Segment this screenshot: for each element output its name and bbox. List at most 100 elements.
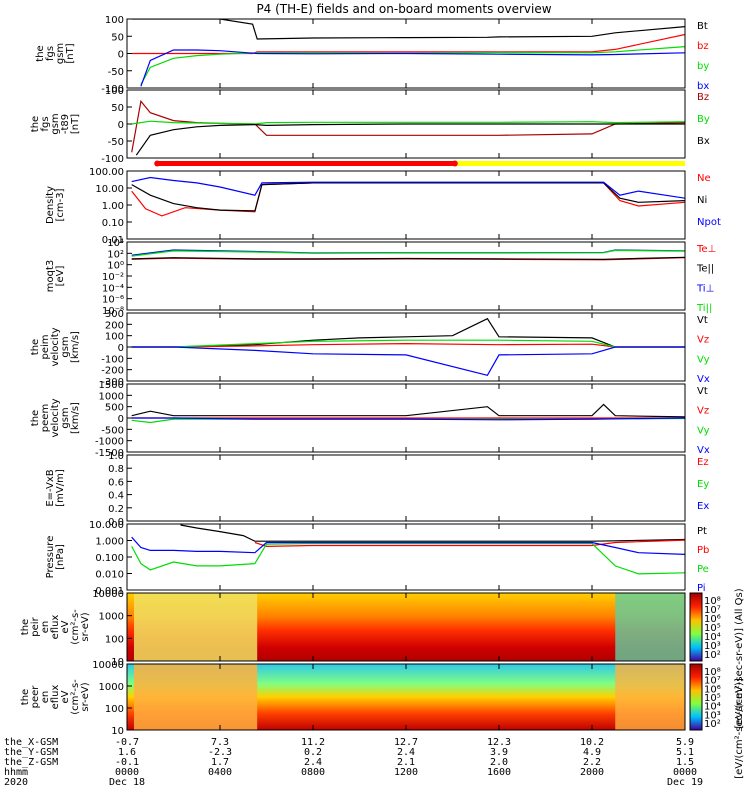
axes-box-pressure: [126, 523, 686, 591]
x-row-value: 11.2: [301, 737, 325, 748]
y-axis-label: velocity: [50, 327, 61, 366]
legend-bx: bx: [697, 81, 709, 92]
colorbar: [689, 663, 703, 731]
y-tick-label: 1500: [99, 380, 124, 391]
legend-By: By: [697, 114, 710, 125]
y-tick-label: 10⁻²: [102, 272, 124, 283]
x-row-value: 0800: [301, 767, 325, 778]
y-axis-label: sr-eV): [80, 612, 91, 641]
y-tick-label: -200: [101, 366, 124, 377]
legend-Bt: Bt: [697, 21, 708, 32]
mode-bar-marker: [154, 160, 161, 167]
colorbar-tick-label: 10²: [704, 719, 721, 730]
x-row-label: hhmm: [4, 767, 28, 778]
mode-bar-segment: [157, 161, 455, 166]
y-axis-label: sr-eV): [80, 682, 91, 711]
legend-bz: bz: [697, 41, 709, 52]
y-tick-label: 50: [111, 32, 124, 43]
x-row-value: 1200: [394, 767, 418, 778]
series-fgs-bx: [140, 49, 685, 87]
y-tick-label: 100: [105, 634, 124, 645]
legend-Vz: Vz: [697, 335, 709, 346]
series-density-Ni: [131, 182, 685, 212]
y-axis-label: [nPa]: [55, 544, 66, 570]
x-row-value: 1.6: [118, 747, 136, 758]
mode-bar-segment: [454, 161, 685, 166]
y-axis-label: eflux: [50, 685, 61, 710]
y-tick-label: 0.2: [108, 504, 124, 515]
y-tick-label: 1000: [99, 682, 124, 693]
x-row-value: -2.3: [208, 747, 232, 758]
y-tick-label: 10²: [107, 249, 124, 260]
x-row-value: 0000: [115, 767, 139, 778]
legend-Pt: Pt: [697, 526, 707, 537]
legend-Ne: Ne: [697, 173, 711, 184]
y-tick-label: 1.0: [108, 451, 124, 462]
legend-Ey: Ey: [697, 479, 709, 490]
axes-box-density: [126, 170, 686, 240]
x-axis-labels: the_X-GSM -0.7 7.3 11.2 12.7 12.3 10.2 5.9 the_Y…: [4, 737, 703, 788]
y-axis-label: E=-VxB: [45, 469, 56, 506]
y-tick-label: -50: [108, 67, 124, 78]
x-row-value: 4.9: [583, 747, 601, 758]
series-peim-velocity-Vx: [131, 346, 685, 376]
y-axis-label: the: [30, 410, 41, 426]
series-pressure-Pi: [131, 536, 685, 555]
mode-bar-marker: [451, 160, 458, 167]
y-tick-label: -1500: [95, 448, 124, 459]
colorbar-tick-label: 10²: [704, 650, 721, 661]
y-tick-label: 0.001: [95, 586, 124, 597]
y-tick-label: 10⁻⁴: [102, 283, 124, 294]
y-tick-label: 0: [118, 343, 124, 354]
legend-Vx: Vx: [697, 374, 710, 385]
y-tick-label: 0.6: [108, 477, 124, 488]
colorbar-tick-label: 10⁷: [704, 676, 721, 687]
x-row-value: 2.4: [397, 747, 415, 758]
y-axis-label: gsm: [60, 336, 71, 357]
y-tick-label: 0.0: [108, 517, 124, 528]
colorbar-tick-label: 10³: [704, 710, 721, 721]
series-fgs-Bt: [131, 19, 685, 40]
y-tick-label: 0.01: [102, 235, 124, 246]
legend-Vy: Vy: [697, 425, 710, 436]
x-row-value: 2.2: [583, 757, 601, 768]
y-tick-label: 300: [105, 309, 124, 320]
colorbar-label: [eV/(cm²-sec-sr-eV)]: [734, 678, 745, 779]
legend-Ti: Ti⊥: [696, 283, 714, 294]
y-axis-label: gsm: [55, 43, 66, 64]
y-tick-label: 0: [118, 50, 124, 61]
legend-Vz: Vz: [697, 406, 709, 417]
series-peem-velocity-Vt: [131, 403, 685, 418]
y-tick-label: 0.100: [95, 553, 124, 564]
y-axis-label: the: [35, 45, 46, 61]
y-axis-label: peer: [30, 685, 41, 709]
y-tick-label: 1000: [99, 612, 124, 623]
y-axis-label: peem: [40, 404, 51, 432]
y-tick-label: 0.8: [108, 464, 124, 475]
y-axis-label: the: [30, 116, 41, 132]
y-axis-label: [km/s]: [70, 402, 81, 434]
series-temperature-Ti: [131, 249, 685, 257]
y-tick-label: 10000: [92, 589, 124, 600]
y-tick-label: 100: [105, 704, 124, 715]
y-tick-label: 1.00: [102, 201, 124, 212]
y-tick-label: 1000: [99, 391, 124, 402]
y-tick-label: 100: [105, 15, 124, 26]
y-axis-label: fgs: [45, 46, 56, 61]
x-row-value: 12.3: [487, 737, 511, 748]
y-axis-label: gsm: [50, 113, 61, 134]
heatmap-late-period: [615, 664, 685, 730]
panel-density: 100.00 10.00 1.00 0.10 0.01 Density [cm-3] Ne Ni…: [45, 167, 721, 246]
y-tick-label: -100: [101, 154, 124, 165]
colorbar-tick-label: 10⁵: [704, 623, 721, 634]
mode-bar: [154, 160, 685, 167]
x-row-value: 7.3: [211, 737, 229, 748]
y-tick-label: 0.4: [108, 491, 124, 502]
x-row-label: the_Z-GSM: [4, 757, 58, 768]
y-axis-label: moqt3: [45, 260, 56, 293]
x-row-label: 2020: [4, 777, 28, 788]
